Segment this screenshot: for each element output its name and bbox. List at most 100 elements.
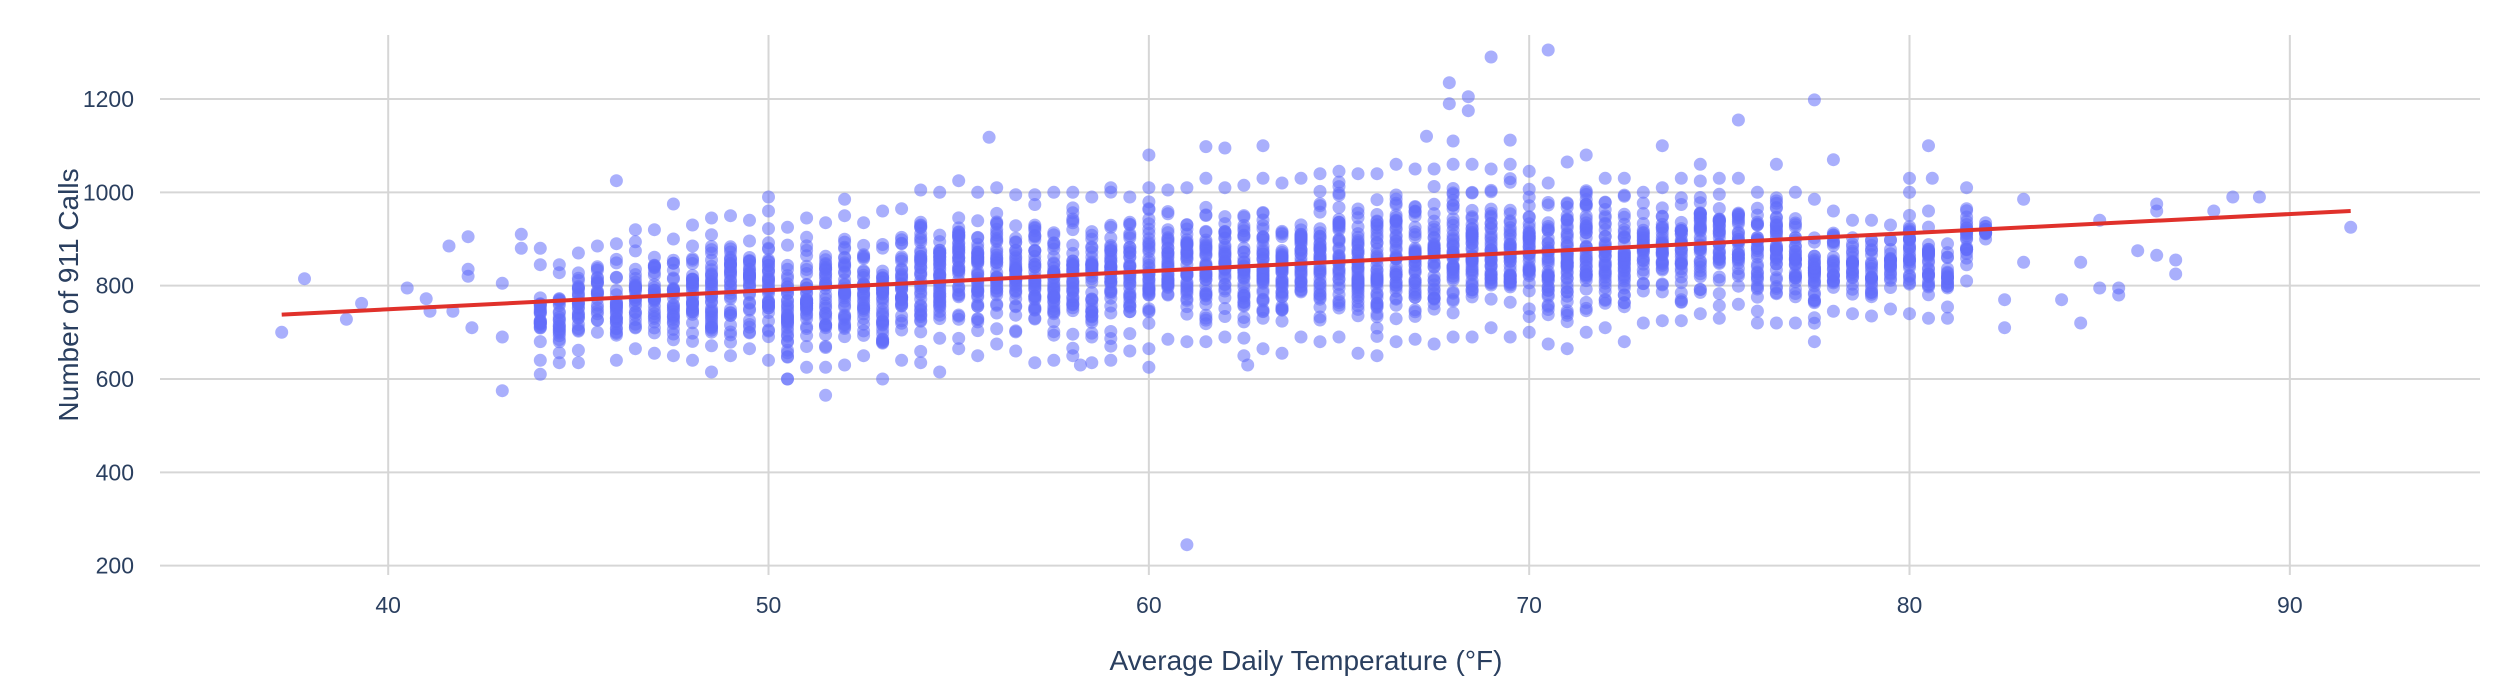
data-point	[1750, 185, 1764, 199]
data-point	[419, 292, 433, 306]
data-point	[1807, 249, 1821, 263]
data-point	[1370, 299, 1384, 313]
data-point	[781, 308, 794, 322]
data-point	[724, 335, 737, 349]
data-point	[2074, 316, 2088, 330]
data-point	[838, 209, 852, 223]
data-point	[971, 299, 985, 313]
data-point	[590, 271, 604, 284]
data-point	[1465, 278, 1479, 292]
data-point	[1408, 305, 1422, 319]
data-point	[724, 349, 737, 363]
data-point	[1047, 261, 1061, 275]
data-point	[895, 323, 909, 337]
data-point	[1313, 199, 1327, 213]
data-point	[1731, 297, 1745, 311]
data-point	[1960, 210, 1974, 224]
data-point	[1408, 290, 1422, 304]
data-point	[1142, 148, 1156, 162]
data-point	[971, 255, 985, 269]
data-point	[1180, 538, 1194, 552]
data-point	[838, 285, 852, 299]
data-point	[1925, 171, 1939, 185]
data-point	[1941, 281, 1954, 295]
data-point	[686, 239, 699, 253]
data-point	[2150, 248, 2164, 262]
data-point	[1180, 335, 1194, 349]
data-point	[533, 353, 547, 367]
data-point	[590, 239, 604, 253]
data-point	[895, 267, 909, 281]
data-point	[933, 295, 947, 309]
data-point	[743, 295, 756, 309]
data-point	[838, 232, 852, 246]
data-point	[1199, 287, 1213, 301]
data-point	[1636, 207, 1650, 220]
data-point	[1693, 307, 1707, 321]
data-point	[461, 230, 475, 244]
data-point	[1104, 185, 1118, 199]
data-point	[1503, 157, 1517, 171]
data-point	[1389, 278, 1403, 292]
data-point	[1370, 236, 1384, 250]
data-point	[1408, 332, 1422, 346]
data-point	[571, 266, 585, 280]
data-point	[1161, 332, 1175, 346]
data-point	[800, 211, 814, 225]
data-point	[1199, 209, 1213, 222]
data-point	[1617, 217, 1631, 231]
data-point	[819, 388, 833, 402]
data-point	[1846, 250, 1859, 264]
data-point	[686, 353, 699, 367]
data-point	[1884, 302, 1897, 316]
data-point	[781, 220, 794, 234]
data-point	[1655, 201, 1669, 215]
data-point	[1294, 280, 1308, 293]
data-point	[1180, 222, 1194, 236]
data-point	[2093, 281, 2107, 295]
data-point	[1142, 360, 1156, 374]
data-point	[1693, 157, 1707, 171]
data-point	[1598, 203, 1612, 216]
data-point	[1579, 259, 1593, 273]
data-point	[1598, 321, 1612, 335]
data-point	[1674, 262, 1688, 276]
data-point	[1503, 175, 1517, 189]
data-point	[1351, 302, 1365, 316]
data-point	[1541, 176, 1555, 190]
data-point	[1960, 231, 1974, 245]
data-point	[2226, 190, 2240, 204]
data-point	[1922, 278, 1935, 291]
data-point	[2207, 204, 2221, 218]
y-tick-label: 1000	[83, 179, 134, 205]
data-point	[857, 252, 871, 266]
data-point	[743, 258, 756, 272]
data-point	[1655, 139, 1669, 153]
data-point	[1104, 220, 1118, 234]
data-point	[1884, 247, 1897, 261]
x-tick-label: 40	[375, 592, 401, 618]
data-point	[1446, 306, 1460, 320]
data-point	[1865, 272, 1878, 286]
data-point	[990, 337, 1004, 351]
data-point	[571, 356, 585, 370]
data-point	[1731, 226, 1745, 240]
data-point	[533, 367, 547, 381]
data-point	[1028, 311, 1042, 325]
data-point	[1503, 330, 1517, 344]
data-point	[571, 324, 585, 338]
data-point	[628, 235, 642, 249]
data-point	[800, 322, 814, 335]
data-points	[275, 43, 2358, 552]
data-point	[819, 253, 833, 267]
data-point	[705, 243, 718, 257]
data-point	[933, 267, 947, 281]
grid-lines	[160, 35, 2480, 575]
data-point	[1332, 216, 1346, 230]
data-point	[1351, 271, 1365, 285]
data-point	[1807, 311, 1821, 325]
data-point	[647, 268, 661, 282]
data-point	[724, 267, 737, 281]
data-point	[1750, 304, 1764, 318]
data-point	[1865, 213, 1878, 227]
